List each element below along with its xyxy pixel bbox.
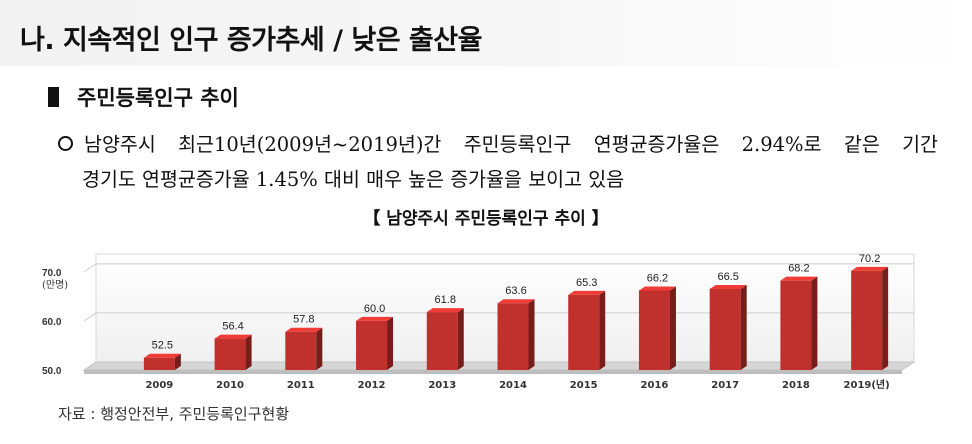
bar [497,303,529,370]
bar-side [174,353,181,370]
bar-top [285,327,323,332]
bar-top [426,308,464,313]
bar-side [245,334,252,370]
x-tick-label: 2018 [782,380,810,391]
paragraph-word-3: 주민등록인구 [463,133,572,156]
bar [780,280,812,370]
section-title: 나. 지속적인 인구 증가추세 / 낮은 출산율 [20,25,482,56]
y-tick-label: 60.0 [42,317,62,328]
x-tick-label: 2016 [641,380,669,391]
bar-top [638,286,676,291]
bar-side [528,299,535,370]
gridline [83,263,914,273]
circle-bullet-icon [58,136,73,151]
bar-side [882,266,889,370]
bar-top [568,290,606,295]
y-axis-unit: (만명) [42,279,68,291]
bar-top [143,353,181,358]
bar-side [387,316,394,370]
bar [143,357,175,370]
square-bullet-icon [48,87,59,107]
bar [568,294,600,370]
y-tick-label: 70.0 [42,268,62,279]
data-label: 65.3 [576,277,597,289]
bar-top [851,266,889,271]
data-label: 60.0 [364,303,385,315]
paragraph-word-6: 같은 [843,133,880,156]
bar [214,338,246,370]
summary-paragraph: 남양주시 최근10년(2009년~2019년)간 주민등록인구 연평균증가율은 … [58,127,938,197]
data-label: 70.2 [859,253,880,265]
bar [356,320,388,370]
paragraph-word-2: 최근10년(2009년~2019년)간 [178,133,442,156]
source-note: 자료 : 행정안전부, 주민등록인구현황 [58,405,290,423]
data-label: 66.2 [647,272,668,284]
chart-floor-edge [84,370,902,374]
x-tick-label: 2011 [287,380,315,391]
data-label: 56.4 [222,321,243,333]
data-label: 66.5 [717,271,738,283]
bar-side [599,290,606,370]
paragraph-word-4: 연평균증가율은 [593,133,720,156]
x-tick-label: 2015 [570,380,598,391]
population-bar-chart: 50.0 60.0 70.0(만명) 52.5 2009 56.4 2010 57.8 2011… [42,253,916,391]
data-label: 68.2 [788,263,809,275]
bar [426,312,458,370]
paragraph-word-text: 남양주시 [84,133,156,156]
subsection-title: 주민등록인구 추이 [77,86,239,110]
chart-title: 【 남양주시 주민등록인구 추이 】 [363,209,609,229]
bar-top [356,316,394,321]
paragraph-word-5: 2.94%로 [741,133,822,156]
x-tick-label: 2013 [428,380,456,391]
bar-side [457,308,464,370]
x-tick-label: 2010 [216,380,244,391]
bar-top [780,276,818,281]
bar-top [709,285,747,289]
bar [851,270,883,370]
bar-top [214,334,252,339]
bar-top [497,299,535,304]
x-tick-label: 2019(년) [844,378,890,391]
bar [709,289,741,370]
data-label: 52.5 [152,340,173,352]
section-header: 나. 지속적인 인구 증가추세 / 낮은 출산율 [0,0,972,66]
y-tick-label: 50.0 [42,366,62,377]
data-label: 57.8 [293,314,314,326]
paragraph-line-2: 경기도 연평균증가율 1.45% 대비 매우 높은 증가율을 보이고 있음 [82,168,625,191]
x-tick-label: 2014 [499,380,527,391]
x-tick-label: 2017 [711,380,739,391]
paragraph-line-1: 남양주시 최근10년(2009년~2019년)간 주민등록인구 연평균증가율은 … [58,127,938,162]
bar-side [811,276,818,370]
paragraph-word-7: 기간 [902,133,938,156]
paragraph-word-1: 남양주시 [58,127,156,162]
bar-side [669,286,676,370]
data-label: 63.6 [505,285,526,297]
subsection-heading: 주민등록인구 추이 [48,84,239,110]
bar [285,331,317,370]
bar [638,290,670,370]
data-label: 61.8 [435,294,456,306]
bar-side [740,285,747,370]
bar-side [316,327,323,370]
x-tick-label: 2012 [358,380,386,391]
x-tick-label: 2009 [145,380,173,391]
